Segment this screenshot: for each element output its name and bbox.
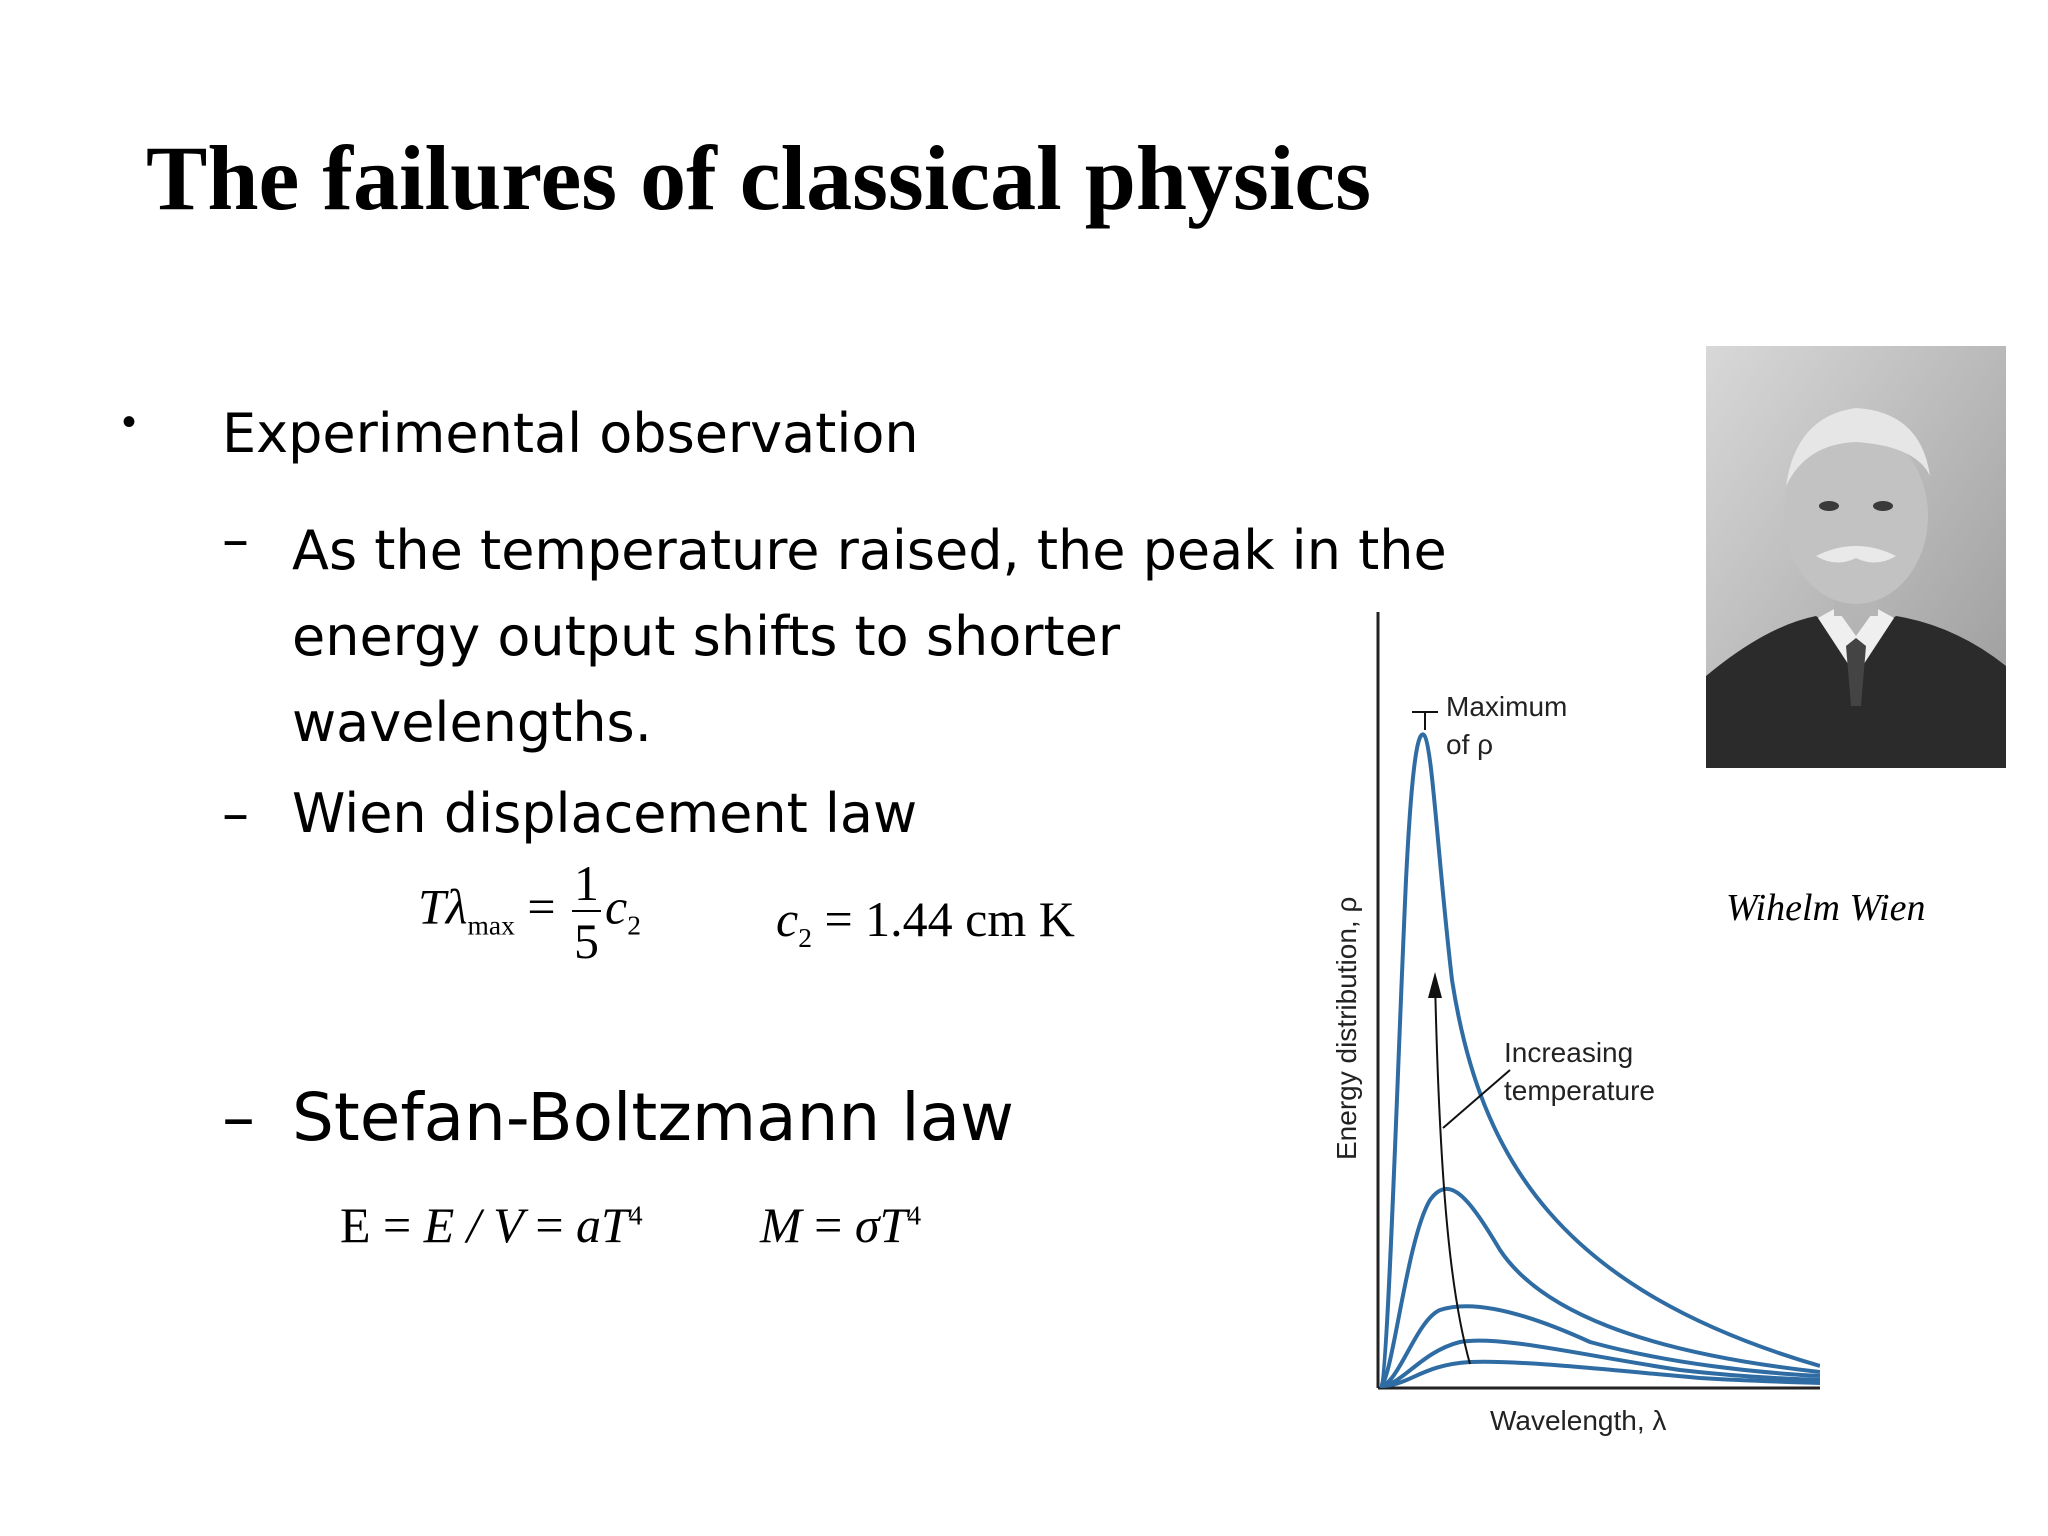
bullet-marker: • bbox=[122, 400, 137, 444]
temp-annotation-leader bbox=[1442, 1069, 1511, 1129]
c2-symbol: c bbox=[776, 891, 799, 947]
eq-power: 4 bbox=[628, 1199, 643, 1231]
c2-sub: 2 bbox=[798, 922, 812, 953]
sub-item-wien-law: Wien displacement law bbox=[292, 782, 918, 845]
eq-fraction: 1 5 bbox=[572, 855, 602, 969]
annotation-of-rho: of ρ bbox=[1446, 729, 1493, 760]
eq-equals: = bbox=[535, 1197, 564, 1253]
curve-mid-temperature bbox=[1379, 1304, 1820, 1388]
eq-E-over-V: E / V bbox=[423, 1197, 523, 1253]
eq-T: T bbox=[418, 878, 446, 935]
portrait-illustration bbox=[1706, 346, 2006, 768]
peak-shift-arrow bbox=[1434, 979, 1471, 1365]
curve-lowest-temperature bbox=[1379, 1359, 1820, 1388]
eq-frac-num: 1 bbox=[572, 855, 602, 912]
annotation-increasing: Increasing bbox=[1504, 1037, 1633, 1068]
eq-c: c bbox=[605, 878, 628, 935]
dash-marker: – bbox=[222, 1079, 255, 1156]
c2-unit: cm K bbox=[965, 891, 1075, 947]
eq-M: M bbox=[760, 1197, 802, 1253]
curve-high-temperature bbox=[1378, 1186, 1820, 1388]
arrowhead-icon bbox=[1428, 972, 1442, 998]
emittance-equation: M = σT4 bbox=[760, 1196, 921, 1254]
wien-equation: Tλmax = 1 5 c2 bbox=[418, 858, 641, 966]
c2-value: 1.44 bbox=[865, 891, 953, 947]
y-axis-label: Energy distribution, ρ bbox=[1331, 897, 1362, 1160]
eq-power: 4 bbox=[907, 1199, 922, 1231]
eq-equals: = bbox=[527, 878, 556, 935]
dash-marker: – bbox=[222, 508, 249, 571]
portrait-caption: Wihelm Wien bbox=[1726, 887, 1926, 929]
x-axis-label: Wavelength, λ bbox=[1490, 1405, 1666, 1436]
stefan-equation: E = E / V = aT4 bbox=[340, 1196, 643, 1254]
eq-aT: aT bbox=[576, 1197, 629, 1253]
eq-sigmaT: σT bbox=[854, 1197, 908, 1253]
eq-lambda: λ bbox=[445, 878, 468, 935]
dash-marker: – bbox=[222, 782, 249, 845]
annotation-temperature: temperature bbox=[1504, 1075, 1655, 1106]
curve-group bbox=[1378, 732, 1820, 1388]
eq-frac-den: 5 bbox=[574, 913, 600, 969]
bullet-experimental-observation: Experimental observation bbox=[222, 402, 919, 465]
eq-max-sub: max bbox=[467, 909, 515, 941]
slide-title: The failures of classical physics bbox=[146, 127, 1372, 229]
sub-item-temperature-shift: As the temperature raised, the peak in t… bbox=[292, 519, 1447, 754]
portrait-photo bbox=[1706, 346, 2006, 768]
eq-c-sub: 2 bbox=[627, 909, 641, 941]
c2-equation: c2 = 1.44 cm K bbox=[776, 890, 1075, 954]
eq-equals: = bbox=[814, 1197, 843, 1253]
annotation-maximum: Maximum bbox=[1446, 691, 1567, 722]
c2-equals: = bbox=[824, 891, 853, 947]
blackbody-graph: Maximum of ρ Increasing temperature Wave… bbox=[1331, 612, 1820, 1436]
eq-equals: = bbox=[383, 1197, 412, 1253]
eq-E-upright: E bbox=[340, 1197, 371, 1253]
curve-low-temperature bbox=[1379, 1338, 1820, 1388]
sub-item-stefan-boltzmann: Stefan-Boltzmann law bbox=[292, 1079, 1015, 1156]
curve-highest-temperature bbox=[1378, 732, 1820, 1388]
